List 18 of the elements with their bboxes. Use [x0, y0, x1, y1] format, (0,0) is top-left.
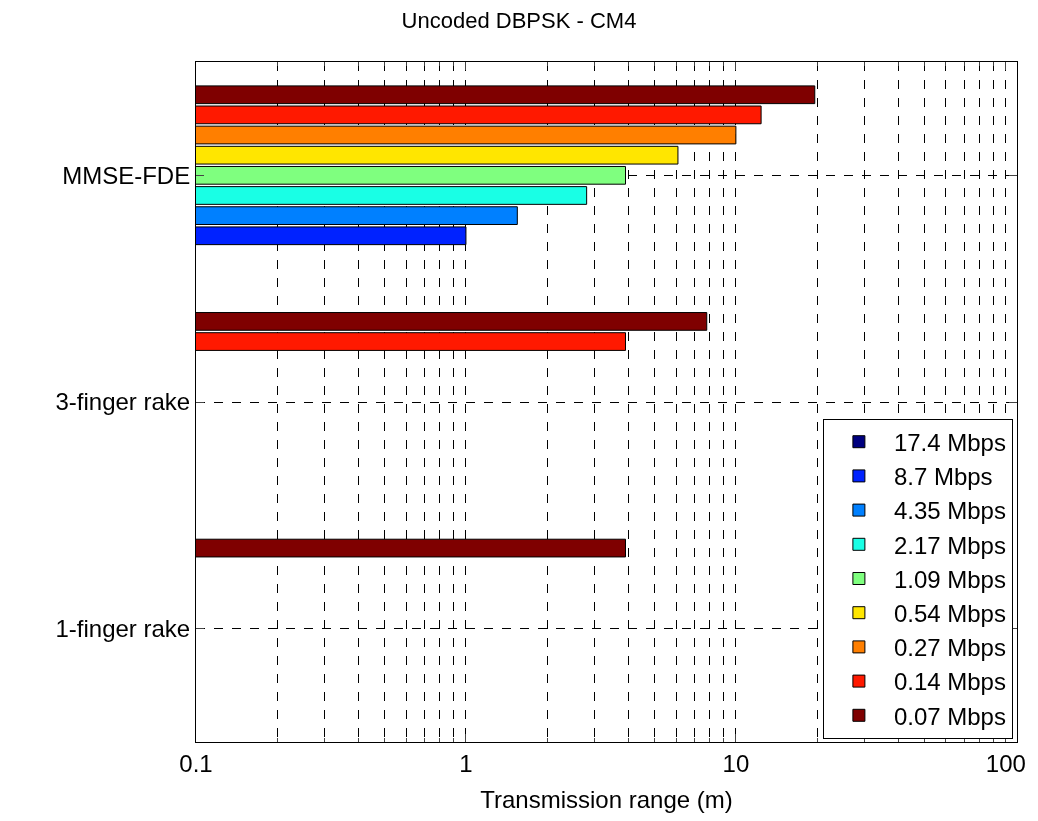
chart-title: Uncoded DBPSK - CM4	[401, 7, 637, 33]
legend-label: 0.14 Mbps	[893, 668, 1006, 696]
x-tick-label: 10	[722, 749, 750, 777]
legend-label: 1.09 Mbps	[893, 565, 1006, 593]
legend-label: 0.27 Mbps	[893, 634, 1006, 662]
y-tick-label: MMSE-FDE	[62, 161, 191, 189]
y-tick-label: 1-finger rake	[55, 615, 191, 643]
legend-label: 8.7 Mbps	[893, 463, 993, 491]
x-axis-title: Transmission range (m)	[480, 786, 733, 814]
legend-label: 17.4 Mbps	[893, 429, 1006, 457]
y-tick-label: 3-finger rake	[55, 388, 191, 416]
legend-label: 0.07 Mbps	[893, 702, 1006, 730]
x-tick-label: 0.1	[179, 749, 213, 777]
legend-label: 4.35 Mbps	[893, 497, 1006, 525]
legend-label: 0.54 Mbps	[893, 600, 1006, 628]
x-tick-label: 100	[985, 749, 1026, 777]
x-tick-label: 1	[459, 749, 473, 777]
legend-label: 2.17 Mbps	[893, 531, 1006, 559]
